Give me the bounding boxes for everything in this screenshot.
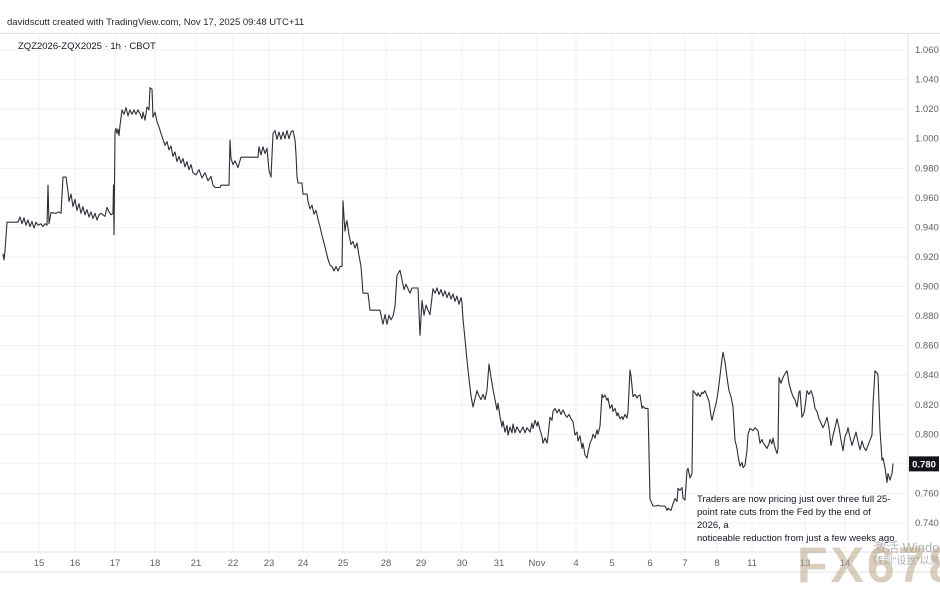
price-axis-label[interactable]: 0.900: [915, 282, 939, 293]
attribution-text: davidscutt created with TradingView.com,…: [7, 17, 305, 28]
current-price-badge: [909, 456, 939, 472]
date-axis-label[interactable]: 7: [682, 558, 687, 569]
price-axis-label[interactable]: 0.820: [915, 400, 939, 411]
current-price-badge-label: 0.780: [912, 459, 936, 470]
date-axis-label[interactable]: 5: [609, 558, 614, 569]
date-axis-label[interactable]: 30: [457, 558, 468, 569]
date-axis-label[interactable]: 16: [70, 558, 81, 569]
date-axis-label[interactable]: 25: [338, 558, 349, 569]
header-divider: [0, 33, 940, 34]
price-axis-label[interactable]: 0.840: [915, 370, 939, 381]
date-axis-label[interactable]: Nov: [529, 558, 546, 569]
date-axis-label[interactable]: 15: [34, 558, 45, 569]
price-axis-label[interactable]: 1.020: [915, 104, 939, 115]
date-axis-label[interactable]: 21: [191, 558, 202, 569]
date-axis-label[interactable]: 11: [747, 558, 757, 569]
date-axis-label[interactable]: 24: [298, 558, 309, 569]
windows-activation-watermark: 激活 Windo 转到“设置”以激活: [873, 540, 940, 568]
date-axis-label[interactable]: 28: [381, 558, 392, 569]
windows-activation-line1: 激活 Windo: [873, 540, 940, 555]
date-axis-label[interactable]: 4: [573, 558, 578, 569]
price-axis-label[interactable]: 0.980: [915, 163, 939, 174]
price-axis-label[interactable]: 0.940: [915, 222, 939, 233]
date-axis-label[interactable]: 31: [494, 558, 505, 569]
price-axis-label[interactable]: 1.000: [915, 134, 939, 145]
price-axis-label[interactable]: 0.760: [915, 488, 939, 499]
date-axis-label[interactable]: 22: [228, 558, 239, 569]
price-axis-label[interactable]: 0.740: [915, 518, 939, 529]
date-axis-label[interactable]: 6: [647, 558, 652, 569]
price-line: [2, 87, 894, 511]
date-axis-label[interactable]: 17: [110, 558, 121, 569]
date-axis-label[interactable]: 18: [150, 558, 161, 569]
annotation-text: Traders are now pricing just over three …: [697, 494, 895, 544]
date-axis-label[interactable]: 8: [714, 558, 719, 569]
windows-activation-line2: 转到“设置”以激活: [873, 556, 940, 567]
price-axis-label[interactable]: 0.960: [915, 193, 939, 204]
date-axis-label[interactable]: 14: [840, 558, 851, 569]
date-axis-label[interactable]: 23: [264, 558, 275, 569]
price-axis-label[interactable]: 1.060: [915, 45, 939, 56]
price-axis-label[interactable]: 0.920: [915, 252, 939, 263]
date-axis-label[interactable]: 13: [800, 558, 811, 569]
price-axis-label[interactable]: 1.040: [915, 75, 939, 86]
price-axis-label[interactable]: 0.800: [915, 429, 939, 440]
date-axis-label[interactable]: 29: [416, 558, 427, 569]
price-axis-label[interactable]: 0.880: [915, 311, 939, 322]
symbol-legend[interactable]: ZQZ2026-ZQX2025 · 1h · CBOT: [18, 41, 156, 52]
price-axis-label[interactable]: 0.860: [915, 341, 939, 352]
fx678-watermark: FX678: [797, 537, 940, 593]
